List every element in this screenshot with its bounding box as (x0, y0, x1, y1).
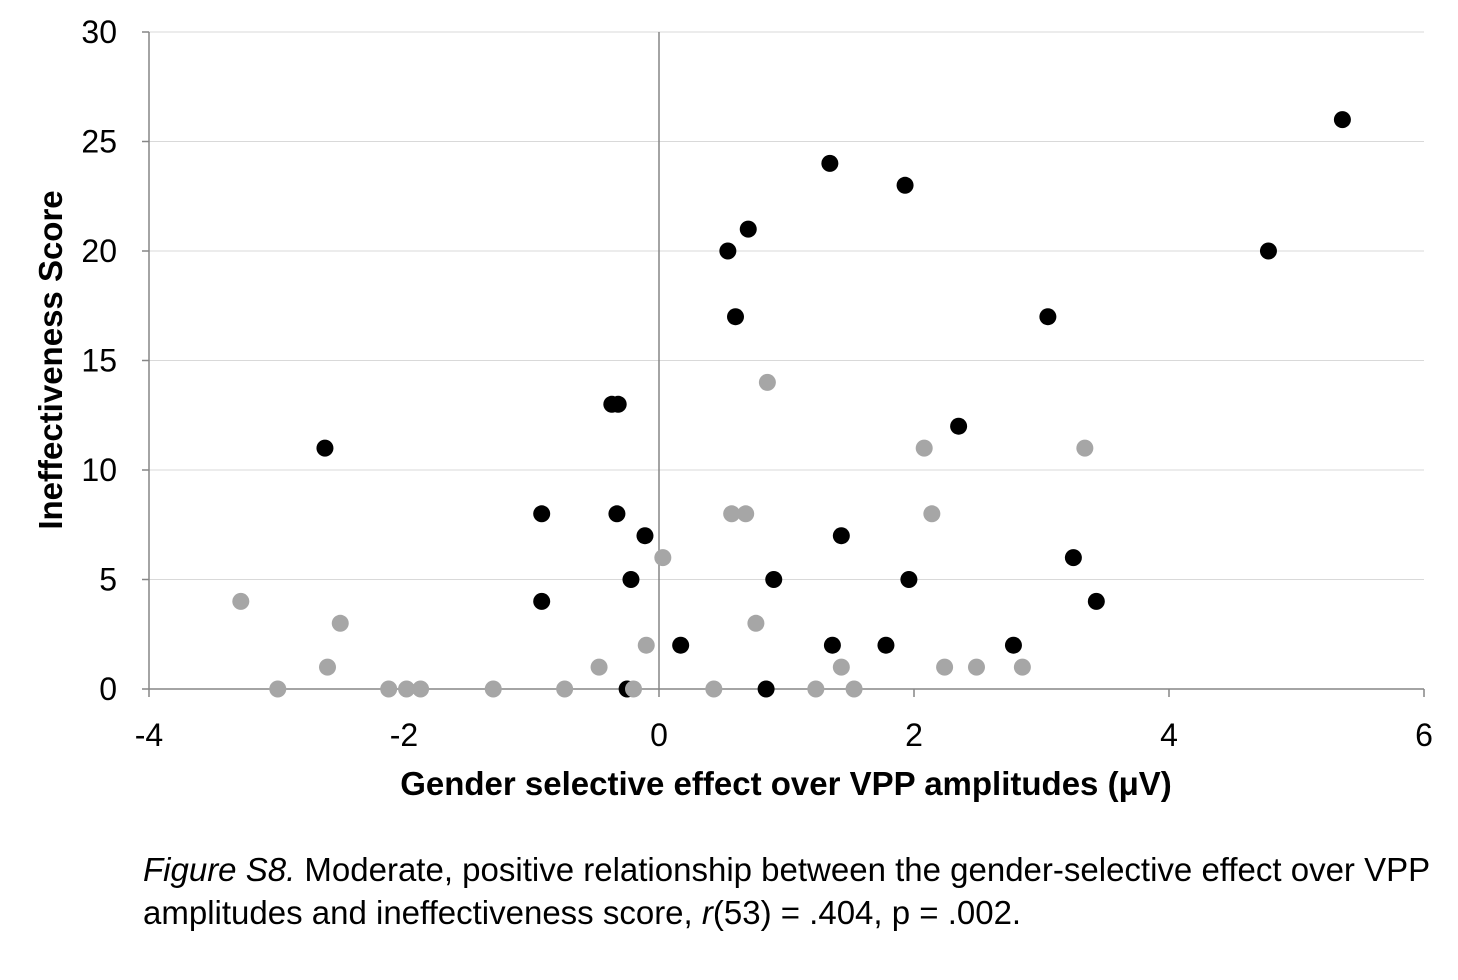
data-point-gray (590, 658, 608, 676)
y-tick-label: 5 (99, 562, 117, 598)
data-point-gray (936, 658, 954, 676)
data-point-dark (821, 154, 839, 172)
data-point-dark (765, 571, 783, 588)
data-point-dark (533, 592, 551, 610)
data-point-gray (269, 680, 287, 698)
data-point-gray (967, 658, 985, 676)
data-point-gray (331, 614, 349, 632)
y-tick-label: 0 (99, 671, 117, 707)
x-tick-label: 2 (905, 717, 923, 753)
data-point-gray (654, 549, 672, 567)
gridlines (149, 31, 1424, 580)
y-axis-title: Ineffectiveness Score (32, 190, 69, 529)
data-point-dark (900, 571, 918, 588)
figure-caption: Figure S8. Moderate, positive relationsh… (143, 848, 1433, 934)
y-tick-label: 15 (81, 343, 117, 379)
figure-label: Figure S8. (143, 851, 296, 888)
data-point-dark (757, 680, 775, 698)
y-tick-label: 20 (81, 233, 117, 269)
scatter-chart: 0 5 10 15 20 25 30 -4 -2 0 2 4 6 Gender selective ef… (32, 14, 1433, 802)
data-point-gray (484, 680, 502, 698)
data-point-gray (723, 505, 741, 523)
data-point-dark (1064, 549, 1082, 567)
data-point-dark (896, 176, 914, 194)
caption-stat-symbol: r (701, 894, 713, 931)
data-point-gray (319, 658, 336, 676)
data-point-gray (1013, 658, 1031, 676)
x-axis-title: Gender selective effect over VPP amplitu… (400, 765, 1172, 802)
data-point-gray (747, 614, 765, 632)
data-point-dark (877, 636, 895, 654)
data-point-dark (950, 417, 968, 435)
data-points (232, 111, 1351, 698)
data-point-gray (705, 680, 723, 698)
x-tick-label: 4 (1160, 717, 1178, 753)
data-point-dark (1087, 592, 1105, 610)
data-point-dark (636, 527, 654, 545)
data-point-dark (1004, 636, 1022, 654)
data-point-gray (737, 505, 755, 523)
data-point-gray (556, 680, 574, 698)
x-tick-label: -2 (390, 717, 418, 753)
data-point-gray (637, 636, 655, 654)
data-point-dark (1333, 111, 1351, 129)
data-point-gray (807, 680, 825, 698)
data-point-dark (533, 505, 551, 523)
data-point-dark (672, 636, 690, 654)
data-point-gray (1076, 439, 1094, 457)
axes (142, 31, 1425, 697)
caption-text-1: Moderate, positive relationship between … (143, 851, 1430, 931)
data-point-dark (727, 308, 744, 326)
y-tick-label: 30 (81, 14, 117, 50)
data-point-gray (380, 680, 398, 698)
data-point-gray (923, 505, 941, 523)
data-point-dark (719, 242, 737, 260)
data-point-dark (1039, 308, 1057, 326)
data-point-gray (412, 680, 430, 698)
data-point-gray (845, 680, 863, 698)
data-point-gray (625, 680, 642, 698)
data-point-dark (316, 439, 334, 457)
data-point-dark (823, 636, 841, 654)
y-tick-label: 25 (81, 124, 117, 160)
x-tick-label: 0 (650, 717, 668, 753)
data-point-dark (609, 395, 627, 413)
x-tick-label: 6 (1415, 717, 1433, 753)
data-point-gray (398, 680, 416, 698)
tick-labels: 0 5 10 15 20 25 30 -4 -2 0 2 4 6 (81, 14, 1432, 753)
data-point-dark (832, 527, 850, 545)
data-point-gray (758, 373, 776, 391)
x-tick-label: -4 (135, 717, 163, 753)
data-point-dark (608, 505, 626, 523)
data-point-dark (1259, 242, 1277, 260)
data-point-dark (739, 220, 757, 238)
data-point-gray (915, 439, 933, 457)
data-point-gray (832, 658, 850, 676)
data-point-gray (232, 592, 250, 610)
y-tick-label: 10 (81, 452, 117, 488)
caption-text-2: (53) = .404, p = .002. (712, 894, 1022, 931)
data-point-dark (622, 571, 640, 588)
